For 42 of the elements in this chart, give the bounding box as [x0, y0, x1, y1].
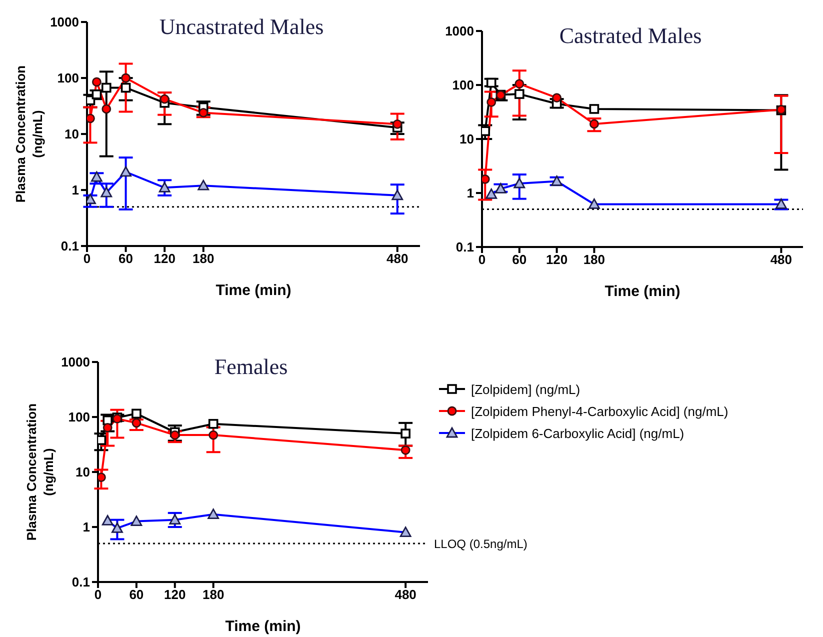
x-tick-label: 0 [478, 252, 486, 268]
x-tick-label: 480 [770, 252, 792, 268]
legend-label: [Zolpidem] (ng/mL) [471, 382, 580, 396]
y-tick-label: 1000 [61, 354, 90, 370]
y-tick-label: 0.1 [456, 240, 474, 255]
ref-line-label: LLOQ (0.5ng/mL) [434, 536, 528, 551]
legend-label: [Zolpidem 6-Carboxylic Acid] (ng/mL) [471, 426, 684, 440]
y-axis-title: Plasma Concentration (ng/mL) [23, 402, 57, 543]
x-tick-label: 180 [192, 251, 214, 266]
chart-title: Females [213, 354, 289, 380]
x-tick-label: 0 [94, 587, 102, 602]
y-tick-label: 1000 [445, 24, 474, 39]
y-tick-label: 0.1 [60, 238, 79, 254]
x-tick-label: 60 [118, 251, 134, 266]
chart-title: Castrated Males [558, 23, 703, 49]
y-tick-label: 10 [460, 132, 474, 147]
y-axis-title: Plasma Concentration (ng/mL) [12, 64, 46, 205]
y-tick-label: 1 [466, 186, 474, 201]
x-tick-label: 180 [583, 252, 606, 268]
x-axis-title: Time (min) [604, 283, 682, 300]
x-tick-label: 120 [164, 587, 186, 602]
y-tick-label: 100 [68, 410, 90, 425]
y-tick-label: 1000 [50, 14, 79, 30]
x-tick-label: 120 [154, 251, 176, 266]
x-axis-title: Time (min) [224, 618, 302, 635]
x-tick-label: 60 [129, 587, 144, 602]
y-tick-label: 100 [57, 70, 79, 86]
legend-label: [Zolpidem Phenyl-4-Carboxylic Acid] (ng/mL) [471, 404, 728, 418]
y-tick-label: 10 [64, 126, 79, 142]
x-tick-label: 480 [386, 251, 408, 266]
y-tick-label: 10 [76, 464, 90, 480]
y-tick-label: 0.1 [72, 574, 90, 590]
x-tick-label: 480 [394, 587, 416, 602]
x-tick-label: 0 [83, 251, 91, 266]
y-tick-label: 1 [72, 182, 79, 198]
x-tick-label: 180 [202, 587, 224, 602]
chart-title: Uncastrated Males [158, 14, 325, 40]
x-tick-label: 60 [512, 252, 527, 268]
y-tick-label: 100 [452, 78, 474, 93]
x-tick-label: 120 [546, 252, 568, 268]
y-tick-label: 1 [82, 520, 90, 535]
x-axis-title: Time (min) [214, 282, 292, 299]
